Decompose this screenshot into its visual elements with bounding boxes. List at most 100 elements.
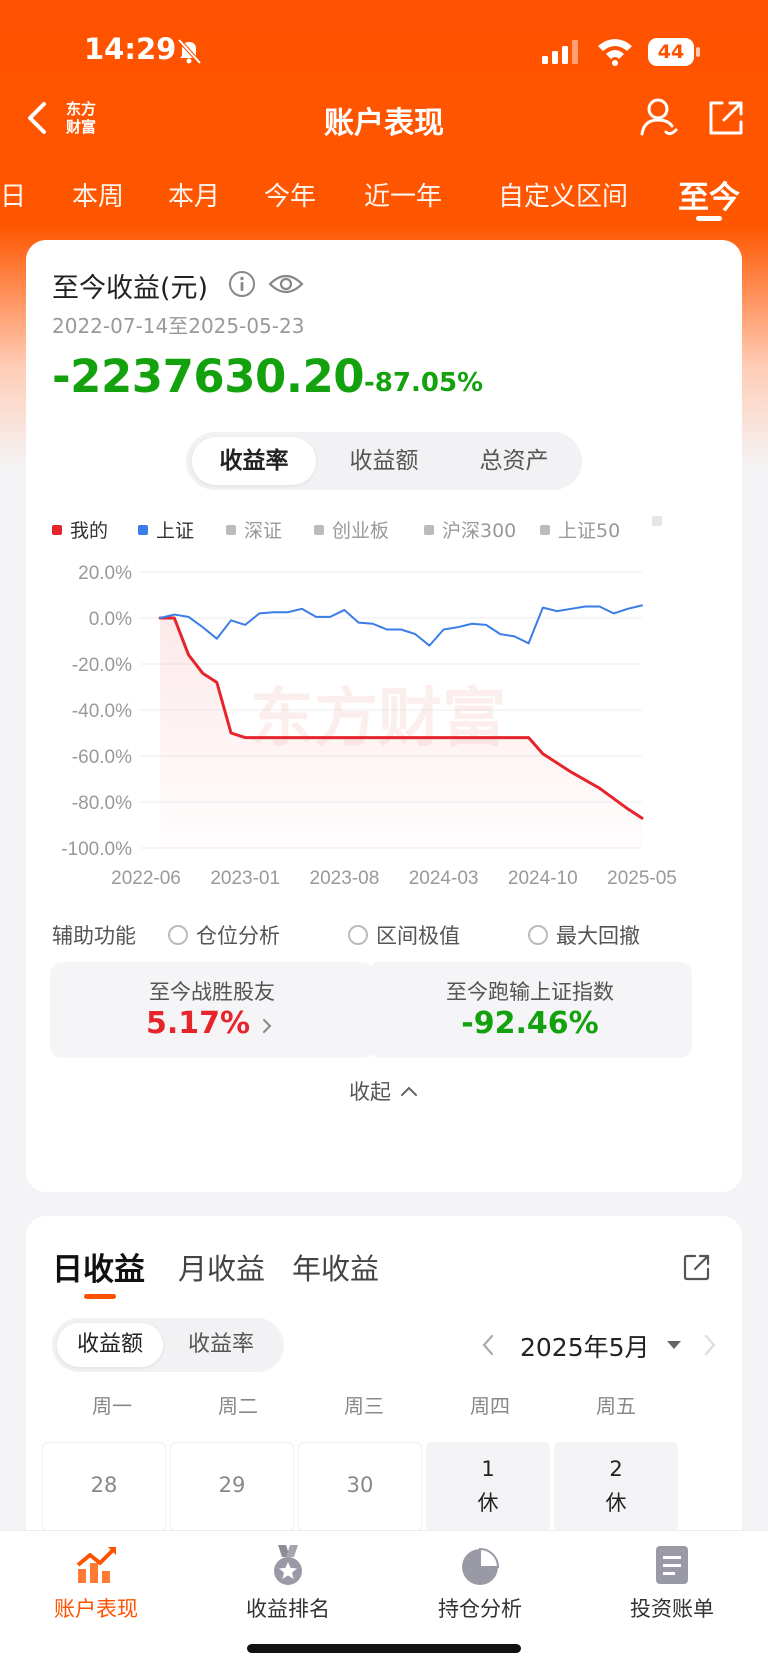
brand-logo-line1: 东方 xyxy=(65,100,96,118)
y-tick-label: -40.0% xyxy=(72,701,132,722)
legend-dot xyxy=(424,524,434,535)
battery-level: 44 xyxy=(648,38,694,66)
chevron-up-icon xyxy=(401,1086,417,1096)
legend-dot xyxy=(226,524,236,535)
tab-last-year[interactable]: 近一年 xyxy=(364,182,443,212)
weekday-label: 周二 xyxy=(218,1394,258,1418)
medal-icon xyxy=(274,1545,302,1585)
user-profile-icon[interactable] xyxy=(638,96,680,138)
series-area-mine xyxy=(160,618,642,848)
tab-to-date[interactable]: 至今 xyxy=(678,180,740,216)
nav-label: 账户表现 xyxy=(54,1597,138,1621)
legend-chinext[interactable]: 创业板 xyxy=(314,516,389,543)
day-number: 1 xyxy=(481,1457,495,1481)
back-button[interactable] xyxy=(22,98,52,138)
chevron-right-icon[interactable] xyxy=(702,1332,718,1358)
battery-indicator: 44 xyxy=(648,38,700,66)
metric-return-amount[interactable]: 收益额 xyxy=(349,448,419,474)
brand-logo: 东方 财富 xyxy=(60,100,102,136)
aux-position-analysis[interactable]: 仓位分析 xyxy=(168,920,280,950)
weekday-label: 周一 xyxy=(92,1394,132,1418)
legend-shenzhen[interactable]: 深证 xyxy=(226,516,282,543)
radio-icon xyxy=(348,925,368,945)
tab-this-week[interactable]: 本周 xyxy=(72,182,125,212)
tab-daily-profit[interactable]: 日收益 xyxy=(52,1252,145,1288)
tab-monthly-profit[interactable]: 月收益 xyxy=(178,1252,266,1286)
x-tick-label: 2024-03 xyxy=(409,868,479,889)
eye-icon[interactable] xyxy=(268,270,304,298)
mode-rate[interactable]: 收益率 xyxy=(187,1332,254,1357)
info-icon[interactable] xyxy=(228,270,256,298)
pie-chart-icon xyxy=(462,1547,500,1585)
aux-range-extremes[interactable]: 区间极值 xyxy=(348,920,460,950)
x-tick-label: 2024-10 xyxy=(508,868,578,889)
chevron-left-icon[interactable] xyxy=(480,1332,496,1358)
page-title: 账户表现 xyxy=(324,106,444,141)
month-selector[interactable]: 2025年5月 xyxy=(520,1333,650,1362)
legend-shanghai[interactable]: 上证 xyxy=(138,516,194,543)
share-icon[interactable] xyxy=(706,98,746,138)
brand-logo-line2: 财富 xyxy=(65,118,96,136)
home-indicator xyxy=(247,1644,521,1653)
legend-sse50[interactable]: 上证50 xyxy=(540,516,620,543)
radio-icon xyxy=(168,925,188,945)
legend-more[interactable] xyxy=(652,516,670,526)
legend-label: 沪深300 xyxy=(442,520,517,542)
profit-summary-card: 至今收益(元) 2022-07-14至2025-05-23 -2237630.2… xyxy=(26,240,742,1192)
y-tick-label: 0.0% xyxy=(89,609,132,630)
calendar-day[interactable]: 2 休 xyxy=(554,1442,678,1532)
tab-this-month[interactable]: 本月 xyxy=(168,182,221,212)
series-line-shanghai xyxy=(159,604,643,647)
legend-label: 创业板 xyxy=(332,520,390,542)
bell-muted-icon xyxy=(177,38,202,65)
nav-account-performance[interactable]: 账户表现 xyxy=(0,1543,192,1623)
legend-dot xyxy=(652,516,662,526)
legend-label: 上证 xyxy=(156,520,195,542)
calendar-day[interactable]: 1 休 xyxy=(426,1442,550,1532)
tab-yearly-profit[interactable]: 年收益 xyxy=(292,1252,380,1286)
aux-max-drawdown[interactable]: 最大回撤 xyxy=(528,920,640,950)
aux-option-label: 仓位分析 xyxy=(196,924,280,948)
day-number: 28 xyxy=(90,1473,118,1497)
tab-custom-range[interactable]: 自定义区间 xyxy=(498,182,629,212)
aux-label: 辅助功能 xyxy=(52,924,136,948)
x-tick-label: 2023-08 xyxy=(310,868,380,889)
metric-return-rate[interactable]: 收益率 xyxy=(192,437,316,485)
tab-this-year[interactable]: 今年 xyxy=(264,182,317,212)
caret-down-icon[interactable] xyxy=(666,1340,682,1350)
collapse-button[interactable]: 收起 xyxy=(26,1076,742,1106)
metric-total-assets[interactable]: 总资产 xyxy=(479,448,549,474)
profit-title: 至今收益(元) xyxy=(52,273,209,304)
y-tick-label: -60.0% xyxy=(72,747,132,768)
signal-icon xyxy=(542,40,578,64)
wifi-icon xyxy=(598,39,632,66)
vs-shanghai-index-stat: 至今跑输上证指数 -92.46% xyxy=(368,962,692,1058)
legend-mine[interactable]: 我的 xyxy=(52,516,108,543)
nav-bar: 东方 财富 账户表现 xyxy=(0,86,768,150)
nav-investment-bill[interactable]: 投资账单 xyxy=(576,1543,768,1623)
beat-peers-stat[interactable]: 至今战胜股友 5.17% xyxy=(50,962,374,1058)
y-tick-label: -100.0% xyxy=(61,839,132,860)
aux-option-label: 区间极值 xyxy=(376,924,460,948)
x-tick-label: 2025-05 xyxy=(607,868,677,889)
radio-icon xyxy=(528,925,548,945)
nav-label: 投资账单 xyxy=(630,1597,714,1621)
day-number: 30 xyxy=(346,1473,374,1497)
stat-label: 至今战胜股友 xyxy=(149,980,275,1004)
bottom-nav: 账户表现 收益排名 持仓分析 投资账单 xyxy=(0,1530,768,1665)
nav-holdings-analysis[interactable]: 持仓分析 xyxy=(384,1543,576,1623)
aux-functions: 辅助功能 仓位分析 区间极值 最大回撤 xyxy=(52,916,722,952)
export-icon[interactable] xyxy=(682,1252,712,1282)
calendar-day[interactable]: 29 xyxy=(170,1442,294,1532)
legend-csi300[interactable]: 沪深300 xyxy=(424,516,516,543)
calendar-day[interactable]: 28 xyxy=(42,1442,166,1532)
chart-legend: 我的 上证 深证 创业板 沪深300 上证50 xyxy=(52,516,732,546)
aux-option-label: 最大回撤 xyxy=(556,924,640,948)
nav-profit-ranking[interactable]: 收益排名 xyxy=(192,1543,384,1623)
calendar-day[interactable]: 30 xyxy=(298,1442,422,1532)
tab-day[interactable]: 日 xyxy=(0,182,27,212)
mode-amount[interactable]: 收益额 xyxy=(57,1323,163,1367)
x-tick-label: 2023-01 xyxy=(210,868,280,889)
legend-dot xyxy=(540,524,550,535)
stat-value: 5.17% xyxy=(145,1006,251,1041)
